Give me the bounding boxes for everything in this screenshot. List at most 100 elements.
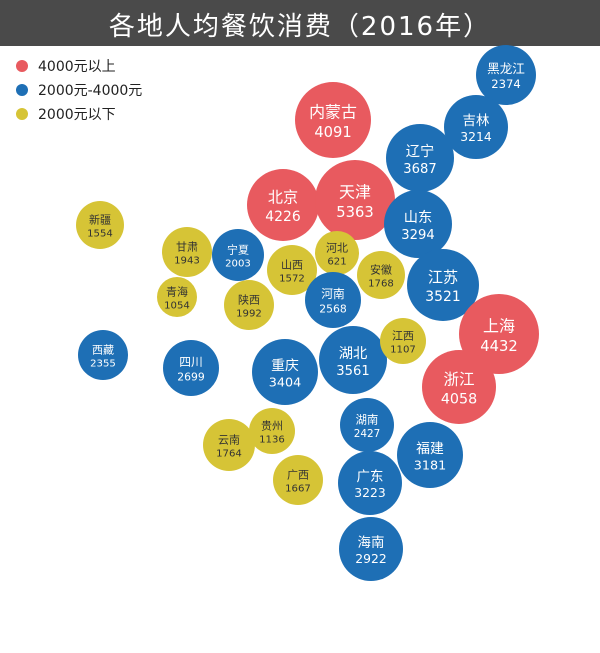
bubble-26: 湖南 2427 — [340, 398, 394, 452]
bubble-circle-25 — [249, 408, 295, 454]
bubble-17: 上海 4432 — [459, 294, 539, 374]
bubble-9: 宁夏 2003 — [212, 229, 264, 281]
bubble-12: 安徽 1768 — [357, 251, 405, 299]
bubble-circle-26 — [340, 398, 394, 452]
bubble-6: 山东 3294 — [384, 190, 452, 258]
bubble-21: 湖北 3561 — [319, 326, 387, 394]
legend-label-high: 4000元以上 — [38, 59, 116, 75]
bubble-circle-3 — [386, 124, 454, 192]
bubble-name-30: 海南 — [358, 535, 385, 551]
bubble-name-3: 辽宁 — [406, 143, 435, 160]
bubble-11: 河北 621 — [315, 231, 359, 275]
bubble-name-29: 广东 — [357, 469, 384, 485]
bubble-name-13: 江苏 — [428, 269, 458, 287]
bubble-name-22: 江西 — [392, 329, 414, 342]
bubble-name-25: 贵州 — [261, 419, 283, 432]
bubble-value-0: 2374 — [491, 77, 520, 91]
bubble-15: 陕西 1992 — [224, 280, 274, 330]
legend-swatch-high — [16, 60, 28, 72]
title-bar: 各地人均餐饮消费（2016年） — [0, 0, 600, 46]
bubble-value-28: 1667 — [285, 484, 311, 495]
bubble-25: 贵州 1136 — [249, 408, 295, 454]
bubble-circle-4 — [247, 169, 319, 241]
bubble-13: 江苏 3521 — [407, 249, 479, 321]
bubble-value-10: 1572 — [279, 274, 305, 285]
bubble-circle-11 — [315, 231, 359, 275]
bubble-circle-13 — [407, 249, 479, 321]
bubble-value-26: 2427 — [354, 428, 381, 440]
bubble-circle-20 — [252, 339, 318, 405]
bubble-23: 浙江 4058 — [422, 350, 496, 424]
legend-item-high: 4000元以上 — [16, 54, 142, 78]
bubble-value-4: 4226 — [265, 209, 300, 225]
bubble-name-5: 天津 — [339, 183, 371, 202]
bubble-circle-8 — [162, 227, 212, 277]
bubble-circle-24 — [203, 419, 255, 471]
bubble-2: 内蒙古 4091 — [295, 82, 371, 158]
bubble-name-21: 湖北 — [339, 345, 368, 362]
bubble-value-17: 4432 — [480, 338, 517, 355]
bubble-14: 青海 1054 — [157, 277, 197, 317]
bubble-value-22: 1107 — [390, 345, 416, 356]
bubble-name-12: 安徽 — [370, 262, 392, 276]
bubble-value-25: 1136 — [259, 435, 285, 446]
bubble-circle-6 — [384, 190, 452, 258]
bubble-circle-17 — [459, 294, 539, 374]
bubble-value-1: 3214 — [460, 130, 492, 144]
bubble-value-8: 1943 — [174, 256, 200, 267]
bubble-value-16: 2568 — [319, 302, 347, 315]
bubble-7: 新疆 1554 — [76, 201, 124, 249]
bubble-name-8: 甘肃 — [176, 240, 198, 253]
bubble-value-13: 3521 — [425, 289, 460, 305]
bubble-name-11: 河北 — [326, 241, 348, 254]
bubble-name-15: 陕西 — [238, 292, 260, 306]
bubble-4: 北京 4226 — [247, 169, 319, 241]
bubble-value-9: 2003 — [225, 259, 251, 270]
bubble-name-4: 北京 — [268, 189, 298, 207]
bubble-name-1: 吉林 — [463, 113, 490, 129]
legend-item-mid: 2000元-4000元 — [16, 78, 142, 102]
bubble-circle-15 — [224, 280, 274, 330]
bubble-circle-9 — [212, 229, 264, 281]
bubble-name-23: 浙江 — [443, 371, 474, 389]
bubble-name-7: 新疆 — [89, 212, 111, 226]
bubble-name-18: 西藏 — [92, 343, 114, 356]
bubble-circle-7 — [76, 201, 124, 249]
legend: 4000元以上 2000元-4000元 2000元以下 — [16, 54, 142, 126]
bubble-name-27: 福建 — [416, 441, 444, 457]
legend-swatch-low — [16, 108, 28, 120]
bubble-value-27: 3181 — [414, 459, 446, 474]
bubble-name-24: 云南 — [218, 433, 240, 446]
bubble-circle-22 — [380, 318, 426, 364]
bubble-value-15: 1992 — [236, 309, 262, 320]
legend-label-mid: 2000元-4000元 — [38, 83, 143, 99]
bubble-circle-12 — [357, 251, 405, 299]
bubble-circle-28 — [273, 455, 323, 505]
bubble-circle-5 — [315, 160, 395, 240]
bubble-value-18: 2355 — [90, 359, 116, 370]
bubble-name-10: 山西 — [281, 258, 303, 271]
bubble-circle-29 — [338, 451, 402, 515]
bubble-value-30: 2922 — [355, 552, 386, 566]
bubble-name-28: 广西 — [287, 468, 309, 481]
bubble-name-2: 内蒙古 — [309, 103, 357, 122]
bubble-value-19: 2699 — [177, 370, 205, 383]
bubble-circle-2 — [295, 82, 371, 158]
bubble-name-19: 四川 — [179, 355, 203, 369]
bubble-name-16: 河南 — [321, 287, 345, 301]
bubble-circle-10 — [267, 245, 317, 295]
bubble-value-14: 1054 — [164, 301, 190, 312]
bubble-circle-23 — [422, 350, 496, 424]
bubble-5: 天津 5363 — [315, 160, 395, 240]
bubble-circle-14 — [157, 277, 197, 317]
bubble-circle-0 — [476, 45, 536, 105]
bubble-10: 山西 1572 — [267, 245, 317, 295]
bubble-circle-16 — [305, 272, 361, 328]
